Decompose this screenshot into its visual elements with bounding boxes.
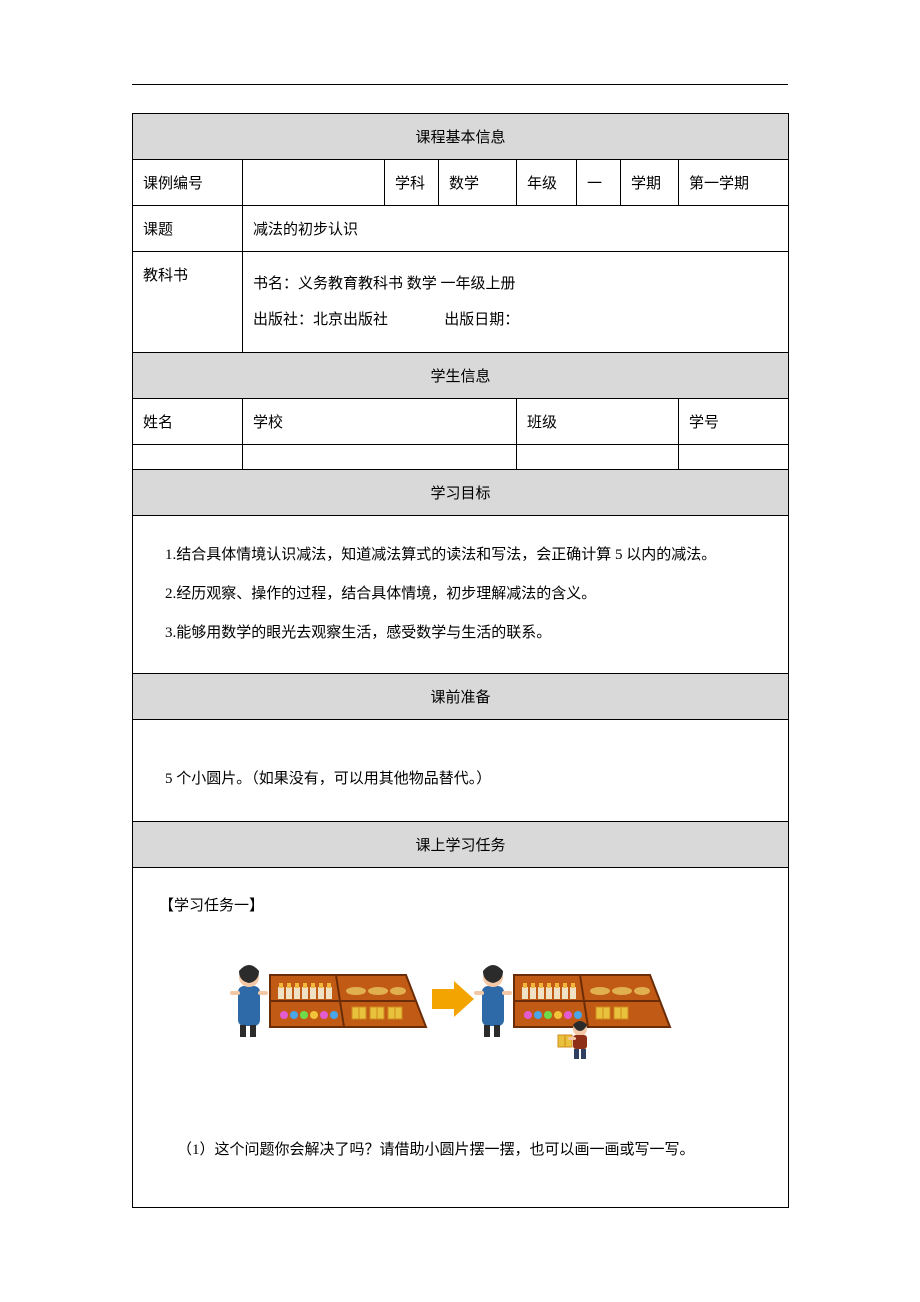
section-row-objectives: 学习目标 — [133, 470, 789, 516]
scene-left — [230, 965, 426, 1037]
section-row-course-info: 课程基本信息 — [133, 114, 789, 160]
value-student-school — [243, 445, 517, 470]
label-semester: 学期 — [621, 160, 679, 206]
section-header-student-info: 学生信息 — [133, 353, 789, 399]
value-grade: 一 — [577, 160, 621, 206]
boxes-left — [352, 1007, 402, 1019]
textbook-pub-line: 出版社：北京出版社 出版日期： — [253, 302, 778, 338]
shelf-right — [514, 975, 670, 1027]
value-student-class — [517, 445, 679, 470]
shelf-left — [270, 975, 426, 1027]
row-textbook: 教科书 书名：义务教育教科书 数学 一年级上册 出版社：北京出版社 出版日期： — [133, 252, 789, 353]
prep-spacer — [165, 742, 756, 760]
value-student-no — [679, 445, 789, 470]
label-student-school: 学校 — [243, 399, 517, 445]
label-case-id: 课例编号 — [133, 160, 243, 206]
value-case-id — [243, 160, 385, 206]
row-prep-body: 5 个小圆片。（如果没有，可以用其他物品替代。） — [133, 720, 789, 822]
bread-left — [346, 987, 406, 995]
value-textbook: 书名：义务教育教科书 数学 一年级上册 出版社：北京出版社 出版日期： — [243, 252, 789, 353]
objective-1: 1.结合具体情境认识减法，知道减法算式的读法和写法，会正确计算 5 以内的减法。 — [165, 536, 756, 575]
task-1-question-1: （1）这个问题你会解决了吗？请借助小圆片摆一摆，也可以画一画或写一写。 — [159, 1134, 762, 1167]
row-objectives-body: 1.结合具体情境认识减法，知道减法算式的读法和写法，会正确计算 5 以内的减法。… — [133, 516, 789, 674]
value-course-title: 减法的初步认识 — [243, 206, 789, 252]
task-illustration-wrap — [159, 931, 762, 1074]
section-row-student-info: 学生信息 — [133, 353, 789, 399]
objective-2: 2.经历观察、操作的过程，结合具体情境，初步理解减法的含义。 — [165, 575, 756, 614]
section-row-tasks: 课上学习任务 — [133, 822, 789, 868]
row-student-values — [133, 445, 789, 470]
section-row-prep: 课前准备 — [133, 674, 789, 720]
label-student-no: 学号 — [679, 399, 789, 445]
row-course-meta: 课例编号 学科 数学 年级 一 学期 第一学期 — [133, 160, 789, 206]
teacher-right — [474, 965, 512, 1037]
label-course-title: 课题 — [133, 206, 243, 252]
worksheet-table: 课程基本信息 课例编号 学科 数学 年级 一 学期 第一学期 课题 减法的初步认… — [132, 113, 789, 1208]
task-1-heading: 【学习任务一】 — [159, 890, 762, 923]
prep-text: 5 个小圆片。（如果没有，可以用其他物品替代。） — [165, 760, 756, 799]
row-student-labels: 姓名 学校 班级 学号 — [133, 399, 789, 445]
objectives-cell: 1.结合具体情境认识减法，知道减法算式的读法和写法，会正确计算 5 以内的减法。… — [133, 516, 789, 674]
textbook-book-line: 书名：义务教育教科书 数学 一年级上册 — [253, 266, 778, 302]
page: 课程基本信息 课例编号 学科 数学 年级 一 学期 第一学期 课题 减法的初步认… — [0, 0, 920, 1302]
textbook-pubdate-label: 出版日期： — [444, 312, 519, 328]
value-semester: 第一学期 — [679, 160, 789, 206]
tasks-cell: 【学习任务一】 — [133, 868, 789, 1208]
prep-cell: 5 个小圆片。（如果没有，可以用其他物品替代。） — [133, 720, 789, 822]
scene-right — [474, 965, 670, 1059]
label-student-class: 班级 — [517, 399, 679, 445]
section-header-course-info: 课程基本信息 — [133, 114, 789, 160]
teacher-left — [230, 965, 268, 1037]
label-textbook: 教科书 — [133, 252, 243, 353]
objective-3: 3.能够用数学的眼光去观察生活，感受数学与生活的联系。 — [165, 614, 756, 653]
value-subject: 数学 — [439, 160, 517, 206]
label-subject: 学科 — [385, 160, 439, 206]
textbook-publisher: 出版社：北京出版社 — [253, 312, 388, 328]
label-student-name: 姓名 — [133, 399, 243, 445]
row-tasks-body: 【学习任务一】 — [133, 868, 789, 1208]
bread-right — [590, 987, 650, 995]
arrow-icon — [432, 981, 474, 1017]
section-header-tasks: 课上学习任务 — [133, 822, 789, 868]
textbook-spacer — [388, 312, 444, 328]
label-grade: 年级 — [517, 160, 577, 206]
row-course-title: 课题 减法的初步认识 — [133, 206, 789, 252]
value-student-name — [133, 445, 243, 470]
task-illustration — [226, 931, 696, 1061]
section-header-objectives: 学习目标 — [133, 470, 789, 516]
top-rule — [132, 84, 788, 85]
section-header-prep: 课前准备 — [133, 674, 789, 720]
